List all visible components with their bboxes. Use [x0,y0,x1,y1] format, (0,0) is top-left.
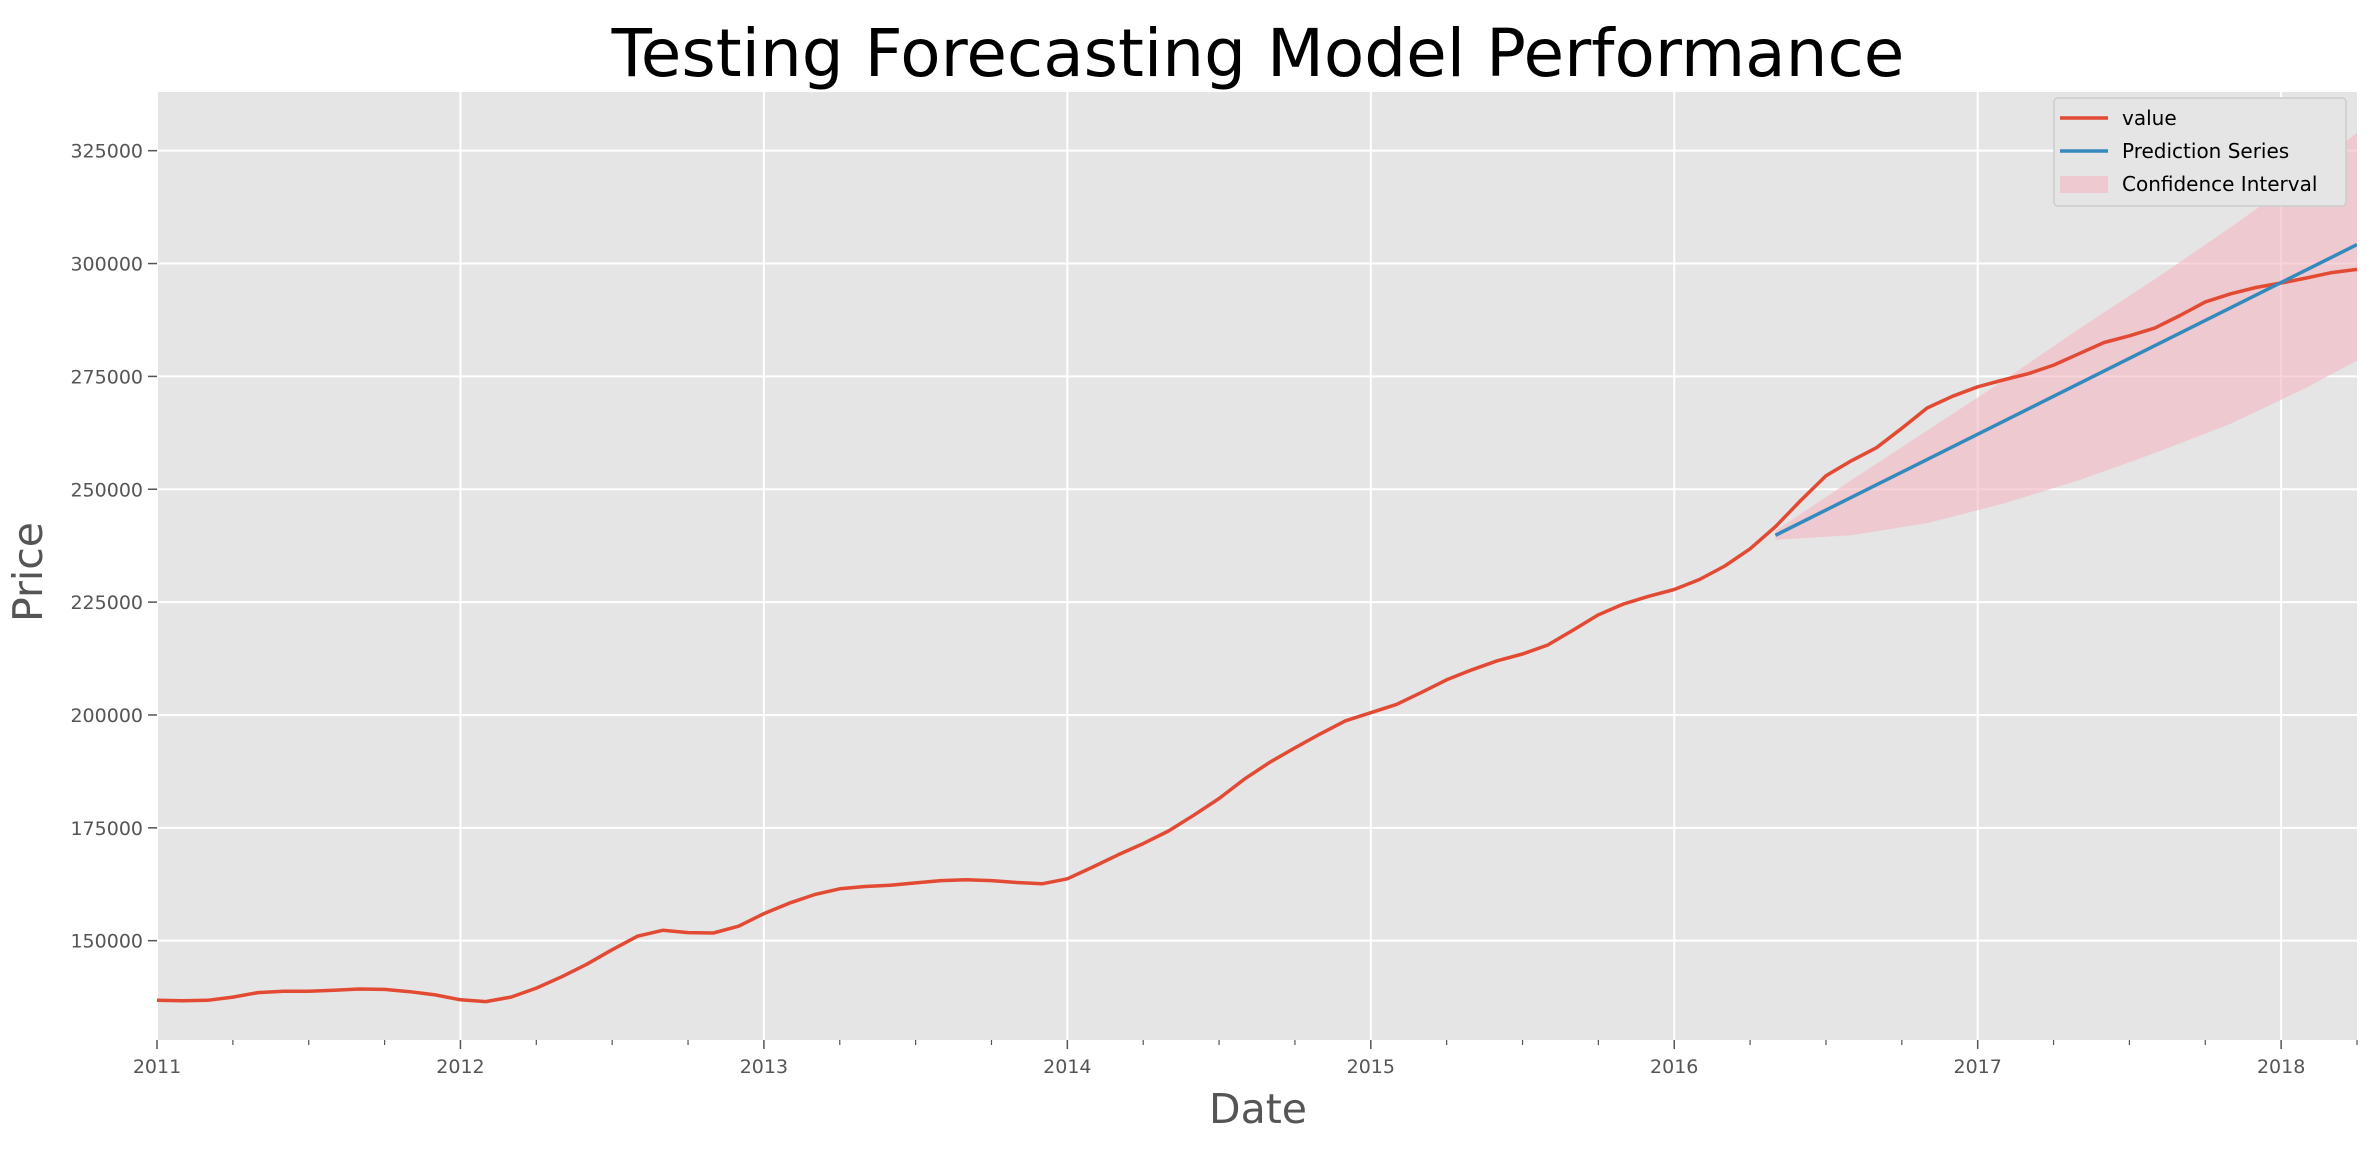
legend-label-value: value [2122,106,2177,130]
prediction-line [1774,243,2357,537]
y-tick-label: 300000 [70,254,143,276]
x-tick-label: 2015 [1347,1056,1395,1078]
x-tick-label: 2018 [2257,1056,2305,1078]
legend-box [2053,97,2347,207]
y-tick-label: 200000 [70,705,143,727]
legend-label-prediction: Prediction Series [2122,139,2289,163]
legend-swatch-confidence [2060,176,2108,193]
legend-label-confidence: Confidence Interval [2122,172,2317,196]
y-tick-label: 325000 [70,141,143,163]
value-line [157,267,2357,1004]
x-tick-label: 2013 [740,1056,788,1078]
y-tick-label: 225000 [70,592,143,614]
plot-area [157,92,2357,1040]
y-tick-label: 275000 [70,366,143,388]
x-tick-label: 2016 [1650,1056,1698,1078]
chart-title: Testing Forecasting Model Performance [611,15,1905,92]
x-tick-label: 2012 [436,1056,484,1078]
x-axis-label: Date [1209,1085,1307,1133]
series-group [157,132,2357,1004]
y-axis-label: Price [4,522,52,622]
x-tick-label: 2017 [1954,1056,2002,1078]
x-tick-label: 2014 [1043,1056,1091,1078]
x-tick-label: 2011 [133,1056,181,1078]
y-tick-label: 250000 [70,479,143,501]
confidence-band [1775,132,2357,540]
legend: value Prediction Series Confidence Inter… [2053,97,2347,207]
y-tick-label: 175000 [70,818,143,840]
series-layer [157,132,2357,1004]
y-tick-label: 150000 [70,931,143,953]
ticks: 2011 2012 2013 2014 2015 2016 2017 2018 150000 17… [70,141,2358,1078]
